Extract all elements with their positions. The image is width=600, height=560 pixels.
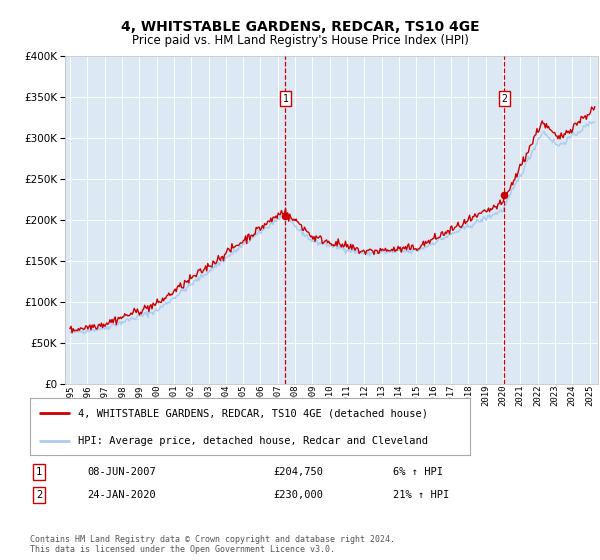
- Text: 6% ↑ HPI: 6% ↑ HPI: [393, 467, 443, 477]
- Text: 1: 1: [36, 467, 42, 477]
- Text: £230,000: £230,000: [273, 490, 323, 500]
- Text: 4, WHITSTABLE GARDENS, REDCAR, TS10 4GE: 4, WHITSTABLE GARDENS, REDCAR, TS10 4GE: [121, 20, 479, 34]
- Text: 21% ↑ HPI: 21% ↑ HPI: [393, 490, 449, 500]
- Text: 2: 2: [36, 490, 42, 500]
- Text: Contains HM Land Registry data © Crown copyright and database right 2024.
This d: Contains HM Land Registry data © Crown c…: [30, 535, 395, 554]
- Text: 08-JUN-2007: 08-JUN-2007: [87, 467, 156, 477]
- Text: HPI: Average price, detached house, Redcar and Cleveland: HPI: Average price, detached house, Redc…: [79, 436, 428, 446]
- Text: 4, WHITSTABLE GARDENS, REDCAR, TS10 4GE (detached house): 4, WHITSTABLE GARDENS, REDCAR, TS10 4GE …: [79, 408, 428, 418]
- Text: 2: 2: [501, 94, 507, 104]
- Text: 1: 1: [283, 94, 289, 104]
- Text: 24-JAN-2020: 24-JAN-2020: [87, 490, 156, 500]
- Text: £204,750: £204,750: [273, 467, 323, 477]
- Text: Price paid vs. HM Land Registry's House Price Index (HPI): Price paid vs. HM Land Registry's House …: [131, 34, 469, 46]
